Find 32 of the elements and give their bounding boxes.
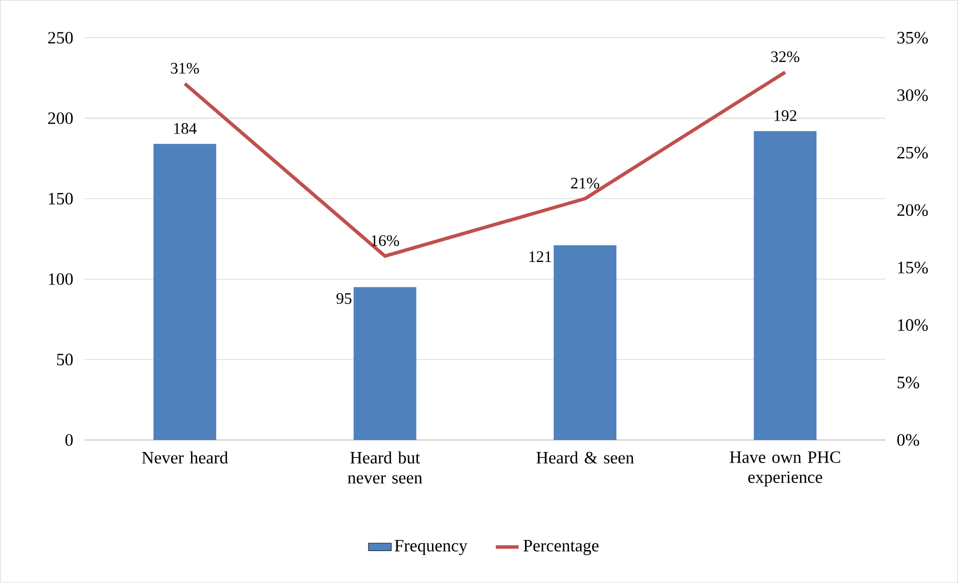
data-label: 192 — [774, 110, 796, 122]
y-tick-label: 0 — [65, 434, 73, 446]
y-tick-label: 200 — [48, 112, 73, 124]
y-tick-label: 150 — [48, 192, 73, 205]
data-label: 16% — [372, 235, 400, 246]
bar — [554, 245, 616, 440]
x-tick-label: Heard & seen — [536, 451, 634, 464]
x-tick-label: Have own PHC experience — [730, 451, 840, 487]
y2-tick-label: 35% — [897, 32, 928, 44]
x-tick-label: Heard but never seen — [348, 451, 422, 484]
bar — [354, 287, 416, 440]
data-label: 184 — [174, 123, 197, 134]
y2-tick-label: 25% — [897, 146, 928, 159]
data-label: 121 — [530, 251, 552, 262]
y2-tick-label: 20% — [897, 204, 928, 216]
data-label: 21% — [571, 178, 600, 189]
x-tick-label: Never heard — [142, 451, 228, 464]
y-tick-label: 250 — [48, 32, 73, 44]
y2-tick-label: 10% — [898, 319, 928, 332]
y2-tick-label: 5% — [898, 376, 920, 389]
data-label: 95 — [336, 293, 352, 304]
y2-tick-label: 30% — [897, 89, 928, 102]
y2-tick-label: 0% — [897, 434, 920, 446]
bar — [153, 144, 216, 440]
y-tick-label: 100 — [48, 273, 73, 286]
legend-label: Frequency — [394, 540, 468, 556]
y-tick-label: 50 — [57, 354, 73, 366]
legend-label: Percentage — [524, 540, 598, 556]
data-label: 32% — [771, 51, 800, 62]
data-label: 31% — [170, 62, 199, 74]
y2-tick-label: 15% — [898, 262, 928, 274]
bar — [754, 131, 817, 440]
